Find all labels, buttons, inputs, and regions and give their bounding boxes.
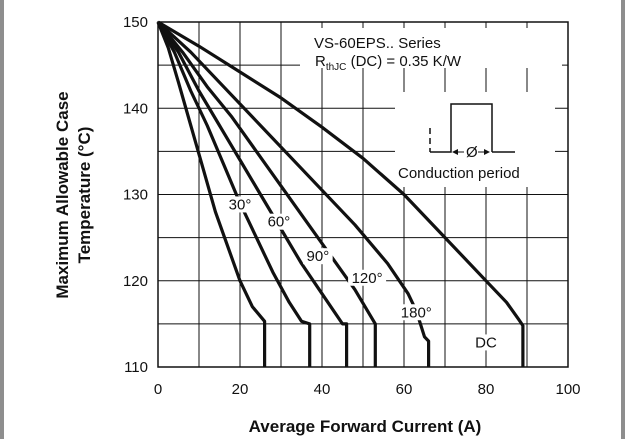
y-tick-label: 110 xyxy=(124,359,148,376)
grid xyxy=(158,22,568,367)
x-tick-label: 60 xyxy=(396,381,413,398)
x-tick-label: 80 xyxy=(478,381,495,398)
y-axis-title-line2: Temperature (°C) xyxy=(75,127,94,264)
series-label-180: 180° xyxy=(401,304,432,321)
series-label-60: 60° xyxy=(268,214,291,231)
series-title: VS-60EPS.. Series xyxy=(314,35,441,52)
annotation-background xyxy=(300,28,562,68)
series-line-60 xyxy=(156,21,312,367)
series-line-120 xyxy=(156,20,377,367)
phi-background xyxy=(464,144,478,160)
series-label-background xyxy=(264,213,294,230)
conduction-background xyxy=(395,92,555,187)
series-label-120: 120° xyxy=(352,270,383,287)
phi-symbol: Ø xyxy=(466,144,478,161)
x-axis-title: Average Forward Current (A) xyxy=(249,417,482,436)
series-label-30: 30° xyxy=(229,196,252,213)
plot-area-border xyxy=(157,21,569,368)
series-layer xyxy=(156,20,525,367)
series-label-background xyxy=(397,304,436,321)
x-tick-label: 0 xyxy=(154,381,162,398)
tick-layer: 0 20 40 60 80 100 110 120 130 140 150 xyxy=(123,14,581,398)
series-label-layer: 30° 60° 90° 120° 180° DC xyxy=(225,196,497,351)
phi-arrow-left-head xyxy=(452,149,458,155)
series-label-background xyxy=(225,196,255,213)
rth-annotation: RthJC (DC) = 0.35 K/W xyxy=(315,53,462,73)
series-line-180 xyxy=(156,20,431,367)
conduction-period-label: Conduction period xyxy=(398,165,520,182)
x-tick-label: 40 xyxy=(314,381,331,398)
y-tick-label: 140 xyxy=(123,100,148,117)
x-tick-label: 20 xyxy=(232,381,249,398)
series-label-background xyxy=(303,248,333,265)
y-tick-label: 120 xyxy=(123,273,148,290)
y-axis-title: Maximum Allowable Case Temperature (°C) xyxy=(53,91,94,298)
series-label-DC: DC xyxy=(475,334,497,351)
series-label-background xyxy=(348,269,387,286)
conduction-period-symbol xyxy=(429,103,515,153)
y-axis-title-line1: Maximum Allowable Case xyxy=(53,91,72,298)
series-line-30 xyxy=(156,21,267,367)
series-line-DC xyxy=(157,20,525,367)
series-label-90: 90° xyxy=(307,248,330,265)
phi-arrow-right-head xyxy=(484,149,490,155)
y-tick-label: 150 xyxy=(123,14,148,31)
y-tick-label: 130 xyxy=(123,187,148,204)
series-label-background xyxy=(475,334,497,351)
plot-border xyxy=(157,21,569,368)
x-tick-label: 100 xyxy=(555,381,580,398)
series-line-90 xyxy=(156,21,349,367)
